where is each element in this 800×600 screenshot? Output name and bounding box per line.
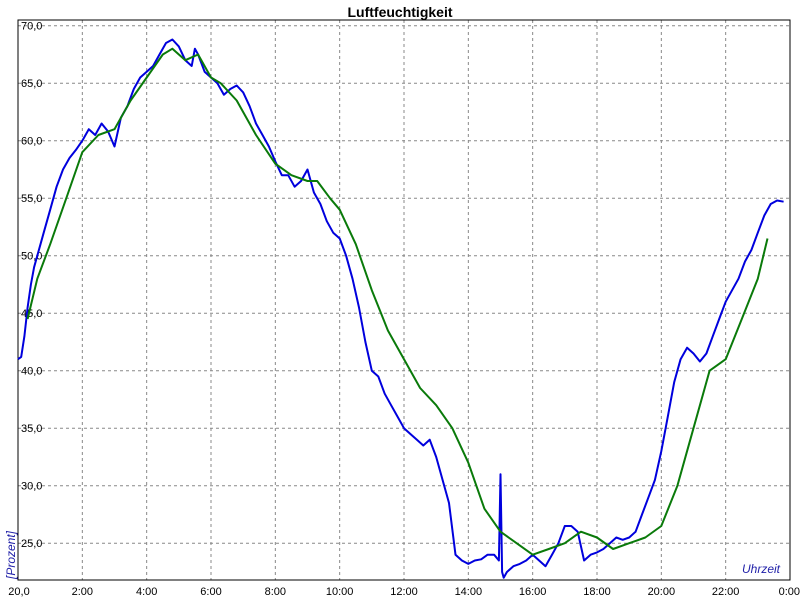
data-series xyxy=(17,38,784,579)
x-tick-label: 0:00 xyxy=(779,586,800,598)
x-tick-label: 14:00 xyxy=(455,586,483,598)
x-tick-label: 16:00 xyxy=(519,586,547,598)
x-axis-label: Uhrzeit xyxy=(742,562,781,576)
y-tick-label: 45,0 xyxy=(21,308,42,320)
y-tick-label: 25,0 xyxy=(21,538,42,550)
x-tick-label: 10:00 xyxy=(326,586,354,598)
x-tick-label: 22:00 xyxy=(712,586,740,598)
y-tick-labels: 25,030,035,040,045,050,055,060,065,070,0 xyxy=(21,21,42,550)
y-axis-label: [Prozent] xyxy=(4,530,18,580)
x-tick-label: 8:00 xyxy=(265,586,286,598)
y-tick-label: 70,0 xyxy=(21,21,42,33)
y-tick-label: 40,0 xyxy=(21,366,42,378)
plot-frame xyxy=(17,19,791,581)
humidity-smoothed-line xyxy=(26,47,769,556)
x-tick-label: 6:00 xyxy=(200,586,221,598)
y-tick-label: 30,0 xyxy=(21,481,42,493)
y-tick-label: 65,0 xyxy=(21,78,42,90)
x-tick-label: 2:00 xyxy=(72,586,93,598)
y-tick-label: 35,0 xyxy=(21,423,42,435)
y-tick-label: 60,0 xyxy=(21,136,42,148)
x-tick-label: 12:00 xyxy=(390,586,418,598)
x-tick-labels: 20,0 2:00 4:00 6:00 8:00 10:00 12:00 14:00 16:00… xyxy=(8,586,800,598)
grid-lines xyxy=(18,20,790,580)
x-tick-label: 18:00 xyxy=(583,586,611,598)
chart-title: Luftfeuchtigkeit xyxy=(348,4,453,20)
x-tick-label: 20:00 xyxy=(648,586,676,598)
y-tick-label: 55,0 xyxy=(21,193,42,205)
x-tick-label: 20,0 xyxy=(8,586,29,598)
humidity-raw-line xyxy=(17,38,784,579)
x-tick-label: 4:00 xyxy=(136,586,157,598)
